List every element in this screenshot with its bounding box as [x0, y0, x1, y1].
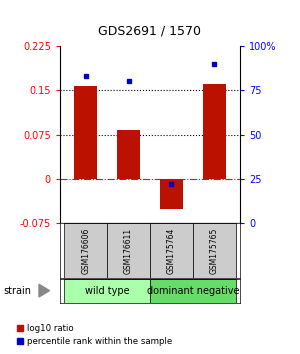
Text: GSM175765: GSM175765 — [210, 227, 219, 274]
Text: strain: strain — [3, 286, 31, 296]
Bar — [64, 279, 150, 303]
Text: GDS2691 / 1570: GDS2691 / 1570 — [98, 25, 202, 38]
Bar — [64, 223, 107, 278]
Bar — [74, 86, 98, 179]
Text: GSM176611: GSM176611 — [124, 227, 133, 274]
Text: wild type: wild type — [85, 286, 130, 296]
Text: GSM176606: GSM176606 — [81, 227, 90, 274]
Bar — [193, 223, 236, 278]
Bar — [117, 130, 140, 179]
Legend: log10 ratio, percentile rank within the sample: log10 ratio, percentile rank within the … — [16, 324, 172, 346]
Text: dominant negative: dominant negative — [147, 286, 239, 296]
Bar — [107, 223, 150, 278]
Text: GSM175764: GSM175764 — [167, 227, 176, 274]
Bar — [160, 179, 183, 210]
Polygon shape — [39, 284, 50, 297]
Bar — [150, 223, 193, 278]
Bar — [202, 84, 226, 179]
Bar — [150, 279, 236, 303]
